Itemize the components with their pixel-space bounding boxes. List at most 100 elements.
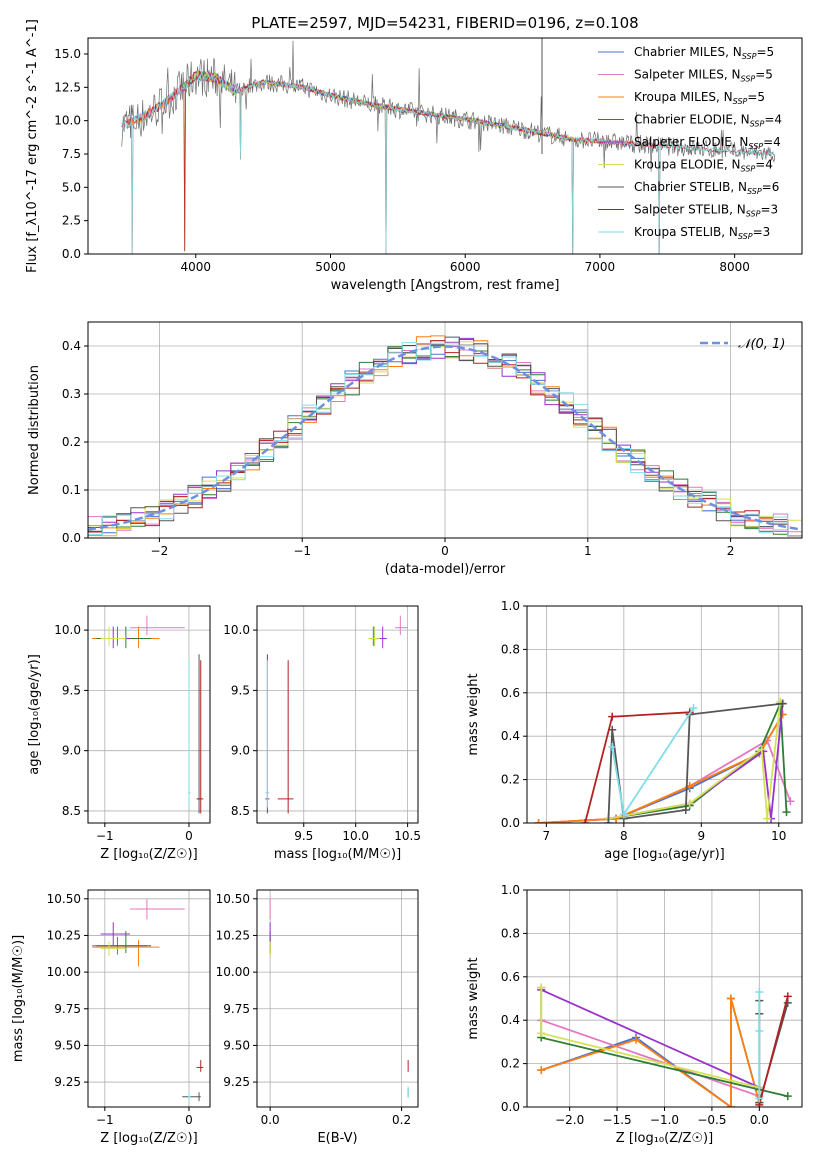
panel-age-vs-mass: 9.5 10.0 10.5 8.5 9.0 9.5 10.0 mass [log₁₀(M/M☉… [223, 605, 421, 862]
weight-marker-chabrier_stelib [604, 819, 613, 823]
y-tick-label: 9.75 [54, 1002, 81, 1016]
panel-mass-vs-Z: −1 0 9.25 9.50 9.75 10.00 10.25 10.50 Z [log₁₀(Z… [11, 889, 211, 1146]
weight-marker-kroupa_elodie [537, 1029, 546, 1038]
spectrum-line-kroupa_stelib [121, 69, 776, 254]
x-axis-label: wavelength [Angstrom, rest frame] [331, 278, 560, 293]
plot-area-mass-vs-EBV [269, 898, 409, 1099]
legend-label: Kroupa STELIB, NSSP=3 [634, 225, 770, 241]
legend-label: Chabrier MILES, NSSP=5 [634, 45, 774, 61]
x-axis-label: mass [log₁₀(M/M☉)] [274, 847, 401, 862]
weight-marker-kroupa_elodie [685, 799, 694, 808]
y-tick-label: 9.0 [231, 744, 250, 758]
weight-marker-chabrier_stelib [681, 805, 690, 814]
weight-marker-kroupa_stelib [755, 987, 764, 996]
x-tick-label: 0 [441, 544, 449, 558]
plot-area-residuals [88, 335, 802, 537]
weight-marker-salpeter_stelib [608, 712, 617, 721]
legend-label-gaussian: 𝒩(0, 1) [738, 337, 785, 352]
axes-frame [256, 605, 419, 824]
y-tick-label: 0.0 [501, 816, 520, 830]
x-axis-label: (data-model)/error [385, 562, 506, 577]
weight-line-salpeter_stelib [758, 996, 789, 1106]
y-tick-label: 9.50 [223, 1038, 250, 1052]
x-tick-label: −1.5 [603, 1113, 632, 1127]
y-axis-label: Normed distribution [27, 365, 42, 495]
x-tick-label: 10.0 [342, 829, 369, 843]
weight-marker-salpeter_stelib [581, 819, 590, 823]
weight-marker-kroupa_miles [632, 1035, 641, 1044]
x-tick-label: −0.5 [697, 1113, 726, 1127]
x-tick-label: 8 [620, 829, 628, 843]
weight-marker-kroupa_miles [534, 819, 543, 823]
weight-marker-kroupa_miles [726, 1103, 735, 1107]
x-tick-label: 0 [185, 1113, 193, 1127]
axes-frame [87, 37, 803, 255]
weight-marker-chabrier_elodie [782, 808, 791, 817]
plot-area-spectrum [121, 38, 776, 254]
weight-line-salpeter_elodie [540, 988, 760, 1089]
x-tick-label: −2.0 [555, 1113, 584, 1127]
y-tick-label: 10.0 [223, 623, 250, 637]
x-tick-label: 4000 [181, 260, 212, 274]
x-tick-label: 9.5 [294, 829, 313, 843]
y-tick-label: 9.25 [223, 1075, 250, 1089]
y-tick-label: 0.0 [62, 531, 81, 545]
y-tick-label: 0.3 [62, 387, 81, 401]
x-tick-label: 2 [727, 544, 735, 558]
figure-title: PLATE=2597, MJD=54231, FIBERID=0196, z=0… [251, 14, 638, 32]
plot-area-age-vs-Z [92, 615, 204, 814]
weight-marker-chabrier_stelib [778, 699, 787, 708]
y-tick-label: 0.6 [501, 970, 520, 984]
plot-area-age-vs-mass [265, 615, 408, 814]
x-tick-label: 10.5 [394, 829, 421, 843]
gaussian-curve [88, 345, 802, 531]
y-tick-label: 10.50 [216, 892, 250, 906]
y-tick-label: 7.5 [62, 147, 81, 161]
legend-label: Kroupa ELODIE, NSSP=4 [634, 158, 773, 174]
weight-marker-kroupa_elodie [757, 745, 766, 754]
x-tick-label: 0 [185, 829, 193, 843]
axes-frame [87, 889, 211, 1108]
x-tick-label: 6000 [450, 260, 481, 274]
y-axis-label: mass weight [466, 957, 481, 1039]
y-tick-label: 9.0 [62, 744, 81, 758]
y-tick-label: 0.2 [501, 1057, 520, 1071]
y-tick-label: 10.50 [47, 892, 81, 906]
panel-mass-vs-EBV: 0.0 0.2 9.25 9.50 9.75 10.00 10.25 10.50 E(B-V) [216, 889, 419, 1146]
y-tick-label: 12.5 [54, 80, 81, 94]
y-tick-label: 0.4 [501, 1013, 520, 1027]
y-tick-label: 5.0 [62, 180, 81, 194]
weight-marker-kroupa_miles [726, 994, 735, 1003]
weight-marker-kroupa_stelib [608, 743, 617, 752]
weight-marker-kroupa_miles [537, 1066, 546, 1075]
x-tick-label: −1 [293, 544, 311, 558]
y-tick-label: 0.0 [62, 247, 81, 261]
weight-marker-kroupa_elodie [763, 814, 772, 823]
y-axis-label: Flux [f_λ10^-17 erg cm^-2 s^-1 A^-1] [25, 19, 40, 273]
x-tick-label: −1 [96, 829, 114, 843]
y-tick-label: 10.00 [216, 965, 250, 979]
y-tick-label: 0.8 [501, 642, 520, 656]
panel-weight-vs-Z: −2.0 −1.5 −1.0 −0.5 0.0 0.0 0.2 0.4 0.6 0.8 1.0 Z [… [466, 883, 803, 1146]
y-tick-label: 9.5 [62, 683, 81, 697]
y-tick-label: 15.0 [54, 47, 81, 61]
x-tick-label: 8000 [719, 260, 750, 274]
y-tick-label: 0.0 [501, 1100, 520, 1114]
y-tick-label: 9.25 [54, 1075, 81, 1089]
y-axis-label: mass [log₁₀(M/M☉)] [11, 935, 26, 1062]
y-axis-label: mass weight [466, 673, 481, 755]
x-axis-label: Z [log₁₀(Z/Z☉)] [616, 1131, 713, 1146]
x-tick-label: 7000 [585, 260, 616, 274]
x-tick-label: −2 [151, 544, 169, 558]
y-tick-label: 1.0 [501, 599, 520, 613]
y-tick-label: 0.8 [501, 926, 520, 940]
y-tick-label: 10.0 [54, 623, 81, 637]
x-axis-label: Z [log₁₀(Z/Z☉)] [100, 847, 197, 862]
x-tick-label: −1.0 [650, 1113, 679, 1127]
y-axis-label: age [log₁₀(age/yr)] [27, 654, 42, 775]
histogram-salpeter_stelib [88, 340, 802, 537]
panel-residuals: 𝒩(0, 1) −2 −1 0 1 2 0.0 0.1 0.2 0.3 0.4 (data-model… [27, 321, 803, 577]
legend-label: Chabrier STELIB, NSSP=6 [634, 180, 779, 196]
x-tick-label: 0.0 [750, 1113, 769, 1127]
